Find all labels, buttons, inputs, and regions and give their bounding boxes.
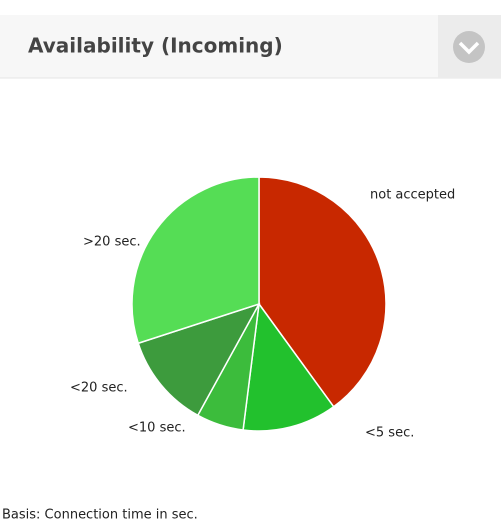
pie-slice bbox=[242, 302, 335, 432]
slice-label: <20 sec. bbox=[70, 381, 128, 396]
slice-label: not accepted bbox=[370, 188, 455, 203]
dropdown-icon[interactable] bbox=[453, 31, 485, 63]
pie bbox=[131, 176, 387, 432]
header bbox=[0, 15, 501, 78]
footnote: Basis: Connection time in sec. bbox=[2, 508, 198, 523]
pie-slice bbox=[137, 302, 261, 417]
slice-label: <5 sec. bbox=[365, 426, 414, 441]
widget-title: Availability (Incoming) bbox=[28, 34, 283, 58]
pie-slice bbox=[131, 176, 260, 345]
slice-label: >20 sec. bbox=[83, 235, 141, 250]
slice-label: <10 sec. bbox=[128, 421, 186, 436]
pie-slice bbox=[258, 176, 387, 408]
dropdown-chevron bbox=[458, 41, 480, 55]
